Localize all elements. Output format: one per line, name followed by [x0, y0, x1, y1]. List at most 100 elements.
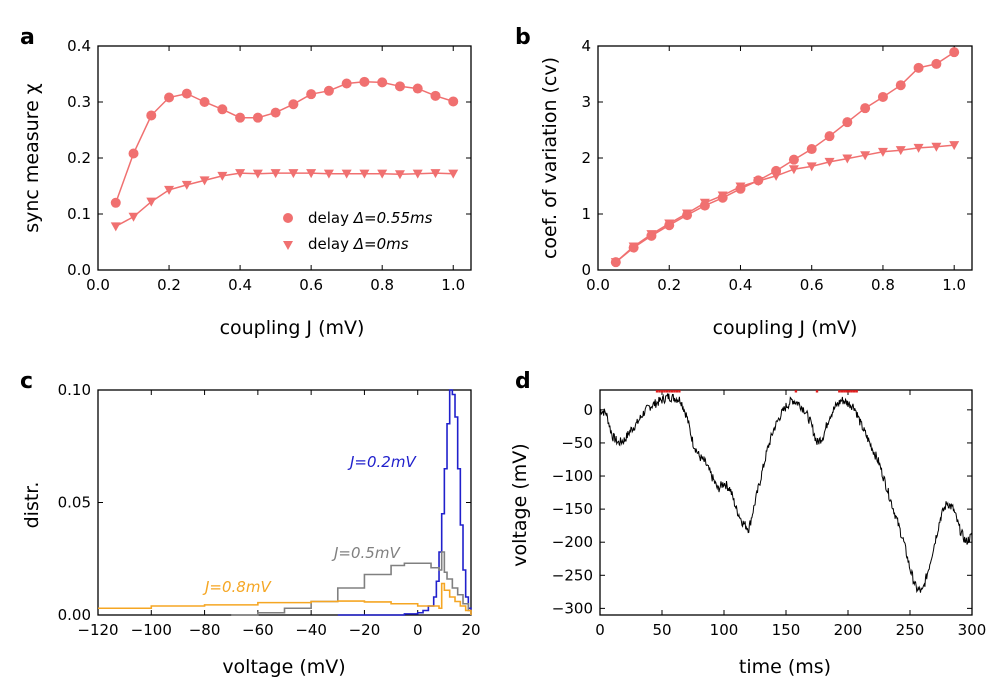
data-point-triangle [448, 169, 459, 179]
data-point [217, 104, 228, 115]
data-point-triangle [323, 169, 334, 179]
panel-b-ylabel: coef. of variation (cv) [539, 57, 561, 259]
data-point-triangle [699, 198, 710, 208]
panel-a-ylabel: sync measure χ [21, 83, 43, 233]
data-point [270, 107, 281, 118]
panel-a: a 0.0 0.2 0.4 0.6 0.8 1.0 0.0 0.1 0.2 0.3 0.4 coup… [20, 25, 472, 339]
x-tick-label: 0 [413, 621, 423, 639]
x-tick-label: 1.0 [942, 276, 966, 294]
panel-c-ylabel: distr. [21, 482, 43, 529]
y-tick-label: −150 [552, 500, 593, 518]
panel-d-label: d [515, 369, 531, 394]
data-point-triangle [895, 146, 906, 156]
data-point [430, 90, 441, 101]
y-tick-label: 1 [581, 205, 591, 223]
y-tick-label: 2 [581, 149, 591, 167]
data-point-triangle [824, 157, 835, 167]
panel-d-xlabel: time (ms) [739, 656, 831, 678]
data-point-triangle [146, 197, 157, 207]
y-tick-label: −100 [552, 467, 593, 485]
data-point-triangle [377, 169, 388, 179]
y-tick-label: −200 [552, 533, 593, 551]
legend-item-1: delay Δ=0.55ms [308, 209, 433, 227]
x-tick-label: 100 [710, 621, 739, 639]
panel-c-label: c [20, 369, 33, 394]
x-tick-label: 300 [958, 621, 987, 639]
y-tick-label: 0 [581, 261, 591, 279]
y-tick-label: 0.3 [67, 93, 91, 111]
data-point-triangle [235, 169, 246, 179]
data-point-triangle [199, 176, 210, 186]
data-point [181, 88, 192, 99]
data-point [448, 96, 459, 107]
spike-marker [853, 390, 856, 393]
data-point [235, 112, 246, 123]
series-line-3-0 [599, 393, 973, 594]
data-point-triangle [646, 230, 657, 240]
spike-marker [668, 390, 671, 393]
annotation-j05: J=0.5mV [331, 544, 401, 562]
data-point [252, 112, 263, 123]
panel-a-label: a [20, 25, 35, 50]
data-point [895, 80, 906, 91]
data-point-triangle [430, 169, 441, 179]
data-point-triangle [771, 171, 782, 181]
annotation-j08: J=0.8mV [202, 578, 272, 596]
data-point [146, 110, 157, 121]
y-tick-label: −50 [561, 434, 593, 452]
y-tick-label: 0.10 [58, 381, 91, 399]
x-tick-label: −120 [77, 621, 118, 639]
series-line-2-0 [337, 389, 472, 616]
data-point [288, 99, 299, 110]
y-tick-label: 4 [581, 37, 591, 55]
axes-frame [599, 389, 973, 616]
y-tick-label: 0.4 [67, 37, 91, 55]
y-tick-label: 0.00 [58, 606, 91, 624]
data-point [877, 91, 888, 102]
spike-marker [794, 390, 798, 393]
data-point-triangle [128, 212, 139, 222]
data-point-triangle [842, 154, 853, 164]
data-point [931, 58, 942, 69]
data-point [412, 83, 423, 94]
data-point [341, 78, 352, 89]
data-point [306, 89, 317, 100]
data-point [949, 47, 960, 58]
panel-b-label: b [515, 25, 531, 50]
spike-marker [658, 390, 661, 393]
x-tick-label: 200 [834, 621, 863, 639]
data-point [788, 154, 799, 165]
data-point-triangle [110, 222, 121, 232]
data-point [860, 103, 871, 114]
data-point [110, 197, 121, 208]
panel-b-xlabel: coupling J (mV) [713, 317, 858, 339]
axes-frame [97, 45, 472, 271]
y-tick-label: 0.05 [58, 494, 91, 512]
spike-marker [855, 390, 858, 393]
x-tick-label: 0.4 [228, 276, 252, 294]
spike-marker [665, 390, 669, 393]
data-point-triangle [682, 209, 693, 219]
y-tick-label: 0.2 [67, 149, 91, 167]
x-tick-label: 250 [896, 621, 925, 639]
x-tick-label: 0 [595, 621, 605, 639]
x-tick-label: 0.0 [86, 276, 110, 294]
data-point-triangle [806, 162, 817, 172]
data-point-triangle [359, 169, 370, 179]
data-point-triangle [949, 141, 960, 151]
panel-d-ylabel: voltage (mV) [509, 443, 531, 566]
x-tick-label: −60 [242, 621, 274, 639]
panel-b: b 0.0 0.2 0.4 0.6 0.8 1.0 0 1 2 3 4 coupling J (mV… [515, 25, 973, 339]
data-point [359, 76, 370, 87]
spike-marker [843, 390, 846, 393]
x-tick-label: 20 [461, 621, 480, 639]
axes-frame [97, 389, 472, 616]
x-tick-label: 0.6 [299, 276, 323, 294]
data-point-triangle [181, 180, 192, 190]
data-point-triangle [288, 169, 299, 179]
x-tick-label: −40 [295, 621, 327, 639]
data-point [913, 62, 924, 73]
x-tick-label: 0.2 [657, 276, 681, 294]
spike-marker [848, 390, 851, 393]
